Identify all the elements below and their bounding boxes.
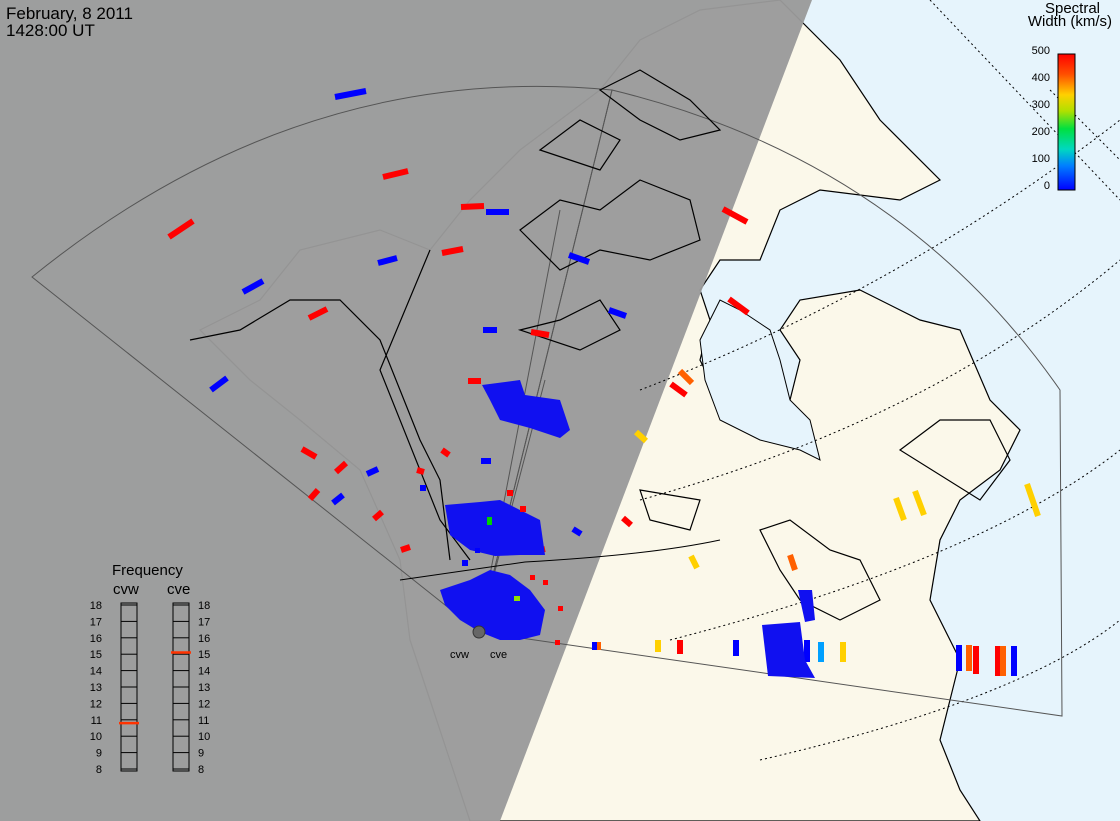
- colorbar-tick: 400: [1032, 72, 1050, 84]
- echo-blue: [209, 88, 1017, 676]
- frequency-level-label: 12: [90, 698, 102, 710]
- date-label: February, 8 2011: [6, 4, 133, 23]
- colorbar-title-line2: Width (km/s): [1028, 13, 1112, 30]
- colorbar-tick: 100: [1032, 153, 1050, 165]
- radar-label-cve: cve: [490, 649, 507, 661]
- frequency-level-label: 9: [96, 748, 102, 760]
- colorbar-tick: 200: [1032, 126, 1050, 138]
- radar-sites: cvw cve: [450, 625, 507, 661]
- cvw-fov: [31, 85, 613, 633]
- frequency-level-label: 10: [90, 731, 102, 743]
- echo-scatter: [420, 485, 601, 650]
- echo-patches: [440, 380, 815, 678]
- time-label: 1428:00 UT: [6, 21, 95, 40]
- frequency-cve-label: cve: [167, 581, 190, 598]
- frequency-cvw-label: cvw: [113, 581, 139, 598]
- frequency-level-label: 12: [198, 698, 210, 710]
- colorbar-gradient: [1057, 53, 1076, 191]
- colorbar-tick: 0: [1044, 180, 1050, 192]
- spectral-width-colorbar: Spectral Width (km/s) 500 400 300 200: [1028, 0, 1112, 192]
- frequency-legend: Frequency cvw cve 1817161514131211109818…: [90, 562, 211, 776]
- colorbar-tick: 500: [1032, 45, 1050, 57]
- radar-site-icon: [472, 625, 486, 639]
- frequency-level-label: 14: [198, 666, 210, 678]
- frequency-level-label: 13: [90, 682, 102, 694]
- radar-label-cvw: cvw: [450, 649, 469, 661]
- coastlines: [189, 69, 1011, 621]
- frequency-title: Frequency: [112, 562, 183, 579]
- frequency-level-label: 13: [198, 682, 210, 694]
- frequency-level-label: 15: [90, 649, 102, 661]
- frequency-level-label: 17: [90, 616, 102, 628]
- night-shading: [0, 0, 812, 821]
- frequency-level-label: 8: [198, 764, 204, 776]
- frequency-level-label: 11: [91, 715, 102, 727]
- cve-fov: [478, 89, 1063, 717]
- frequency-level-label: 9: [198, 748, 204, 760]
- hudson-bay: [699, 299, 821, 461]
- echo-vectors: [167, 88, 1041, 676]
- frequency-level-label: 10: [198, 731, 210, 743]
- frequency-columns: 18 17 16 15 14 13 12 11 10 9 8 18 17 16 15 14 13 12 11 10 9 8: [90, 600, 211, 776]
- frequency-level-label: 8: [96, 764, 102, 776]
- frequency-level-label: 15: [198, 649, 210, 661]
- frequency-level-label: 17: [198, 616, 210, 628]
- frequency-level-label: 18: [90, 600, 102, 612]
- frequency-level-label: 16: [198, 633, 210, 645]
- frequency-level-label: 11: [198, 715, 209, 727]
- echo-orange: [677, 368, 1006, 676]
- echo-red: [167, 168, 1001, 676]
- colorbar-tick: 300: [1032, 99, 1050, 111]
- colorbar-title-line1: Spectral: [1045, 0, 1100, 17]
- frequency-level-label: 16: [90, 633, 102, 645]
- frequency-level-label: 14: [90, 666, 102, 678]
- echo-yellow: [633, 429, 1041, 662]
- frequency-level-label: 18: [198, 600, 210, 612]
